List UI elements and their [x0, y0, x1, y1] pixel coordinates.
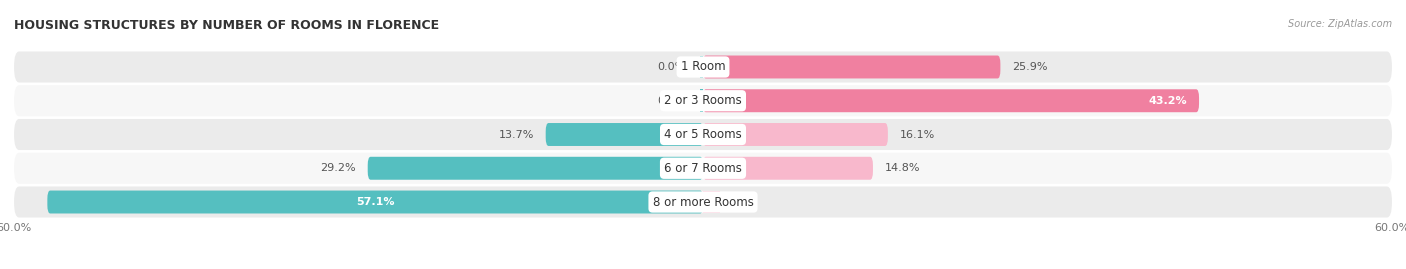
FancyBboxPatch shape [14, 186, 1392, 218]
FancyBboxPatch shape [48, 190, 703, 214]
FancyBboxPatch shape [14, 119, 1392, 150]
Bar [703, 190, 720, 214]
Text: 43.2%: 43.2% [1149, 96, 1188, 106]
Text: 0.0%: 0.0% [658, 96, 686, 106]
Text: 13.7%: 13.7% [499, 129, 534, 140]
Text: 25.9%: 25.9% [1012, 62, 1047, 72]
FancyBboxPatch shape [703, 89, 1199, 112]
Text: HOUSING STRUCTURES BY NUMBER OF ROOMS IN FLORENCE: HOUSING STRUCTURES BY NUMBER OF ROOMS IN… [14, 19, 439, 32]
Text: 0.0%: 0.0% [725, 197, 754, 207]
FancyBboxPatch shape [14, 85, 1392, 116]
Text: 6 or 7 Rooms: 6 or 7 Rooms [664, 162, 742, 175]
Text: 8 or more Rooms: 8 or more Rooms [652, 196, 754, 208]
Text: 29.2%: 29.2% [321, 163, 356, 173]
FancyBboxPatch shape [14, 153, 1392, 184]
Text: 1 Room: 1 Room [681, 61, 725, 73]
FancyBboxPatch shape [703, 123, 887, 146]
Text: 4 or 5 Rooms: 4 or 5 Rooms [664, 128, 742, 141]
FancyBboxPatch shape [14, 51, 1392, 83]
Text: 14.8%: 14.8% [884, 163, 920, 173]
FancyBboxPatch shape [546, 123, 703, 146]
Text: Source: ZipAtlas.com: Source: ZipAtlas.com [1288, 19, 1392, 29]
FancyBboxPatch shape [703, 157, 873, 180]
Text: 2 or 3 Rooms: 2 or 3 Rooms [664, 94, 742, 107]
FancyBboxPatch shape [703, 55, 1001, 79]
Bar [700, 89, 703, 112]
Text: 16.1%: 16.1% [900, 129, 935, 140]
Text: 57.1%: 57.1% [356, 197, 395, 207]
Bar [700, 55, 703, 79]
Text: 0.0%: 0.0% [658, 62, 686, 72]
FancyBboxPatch shape [368, 157, 703, 180]
